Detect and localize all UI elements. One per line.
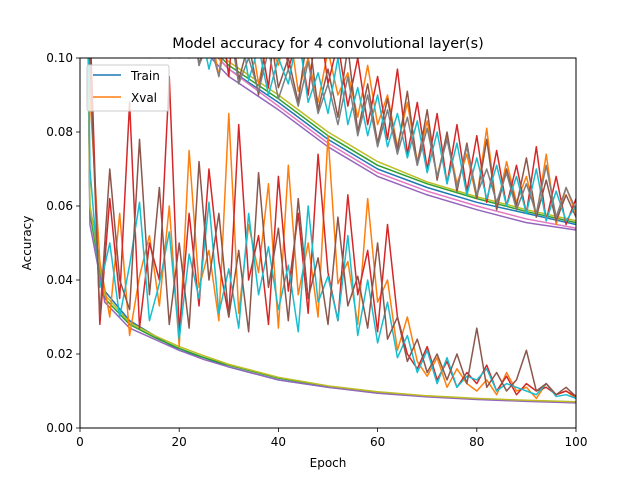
series-line-train-4 [217, 58, 576, 226]
series-line-xval-12 [89, 58, 576, 398]
y-axis-ticks: 0.00 0.02 0.04 0.06 0.08 0.10 [46, 51, 80, 435]
series-line-train-7 [224, 58, 576, 222]
series-line-train-6 [210, 58, 576, 231]
y-tick-label: 0.10 [46, 51, 73, 65]
series-line-train-5 [220, 58, 576, 224]
series-line-xval-16 [148, 58, 576, 222]
x-axis-ticks: 0 20 40 60 80 100 [76, 428, 587, 449]
chart-title: Model accuracy for 4 convolutional layer… [172, 36, 483, 52]
legend: Train Xval [86, 64, 170, 112]
series-line-xval-9 [88, 58, 576, 400]
x-tick-label: 60 [370, 435, 385, 449]
series-line-xval-17 [178, 58, 576, 218]
series-line-train-2 [87, 58, 576, 404]
series-line-train-3 [87, 58, 576, 403]
x-axis-label: Epoch [310, 456, 347, 470]
series-line-xval-11 [87, 58, 576, 400]
y-tick-label: 0.02 [46, 347, 73, 361]
legend-label-train: Train [130, 69, 160, 83]
series-group [87, 58, 576, 404]
x-tick-label: 0 [76, 435, 84, 449]
y-tick-label: 0.06 [46, 199, 73, 213]
y-tick-label: 0.04 [46, 273, 73, 287]
x-tick-label: 80 [469, 435, 484, 449]
x-tick-label: 40 [271, 435, 286, 449]
series-line-train-8 [217, 58, 576, 229]
y-tick-label: 0.00 [46, 421, 73, 435]
series-line-xval-15 [168, 58, 576, 222]
y-tick-label: 0.08 [46, 125, 73, 139]
legend-box [86, 64, 170, 112]
y-axis-label: Accuracy [20, 216, 34, 271]
plot-frame [79, 57, 577, 429]
x-tick-label: 100 [565, 435, 588, 449]
legend-label-xval: Xval [131, 91, 157, 105]
x-tick-label: 20 [172, 435, 187, 449]
